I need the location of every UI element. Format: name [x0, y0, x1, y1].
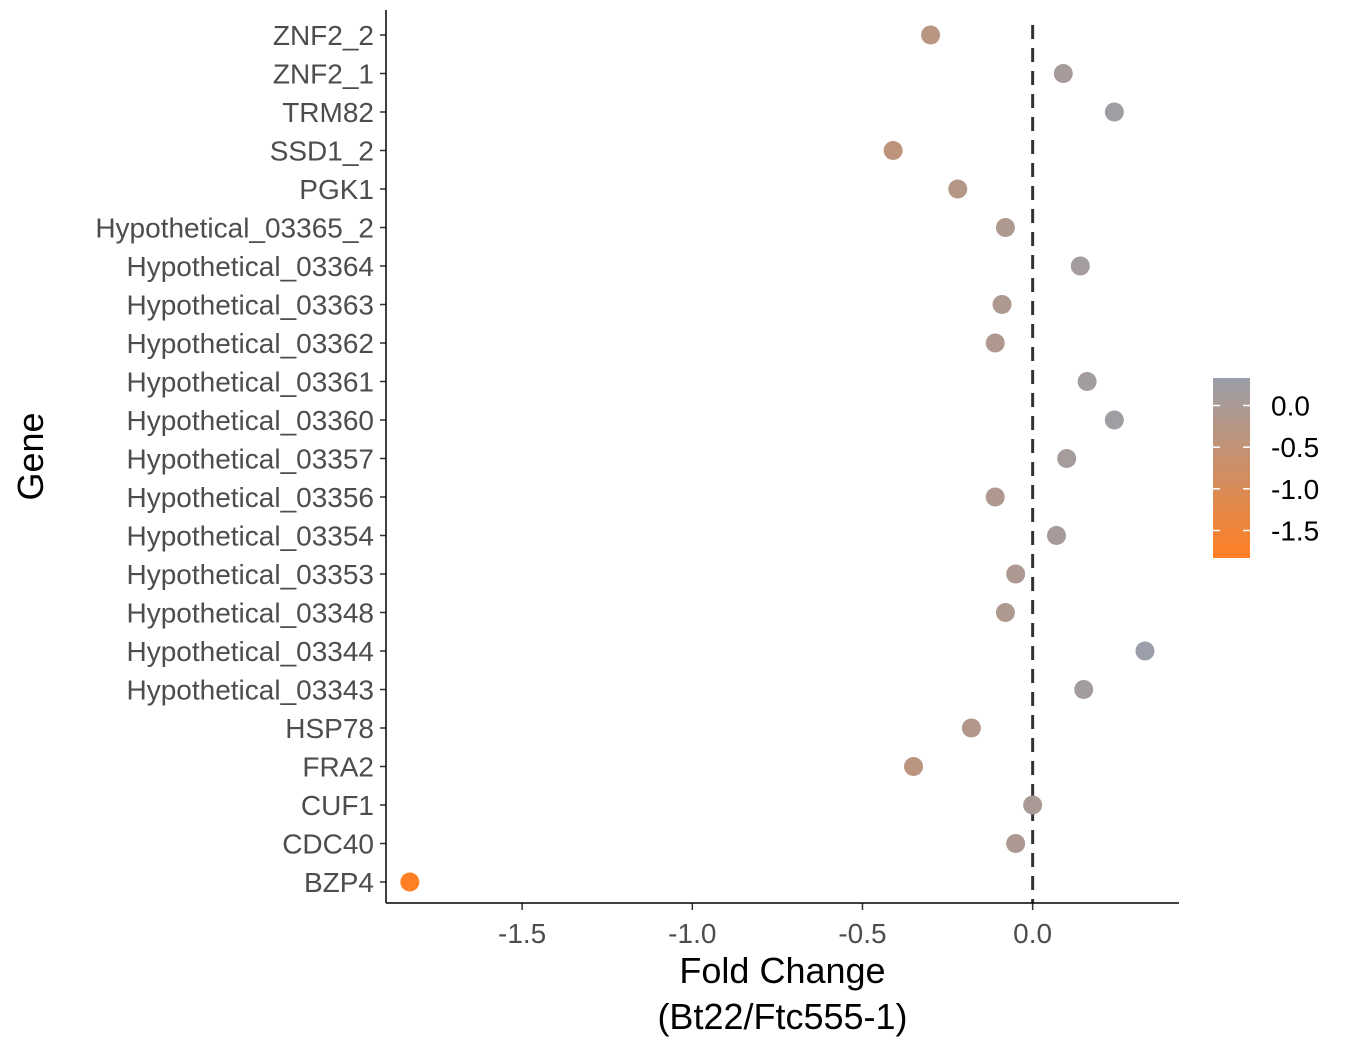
- legend-tick-label: -1.5: [1271, 516, 1319, 547]
- color-legend: 0.0 -0.5 -1.0 -1.5: [1213, 378, 1319, 558]
- y-tick-label: CUF1: [301, 790, 374, 821]
- y-tick-label: PGK1: [299, 174, 374, 205]
- y-tick-label: Hypothetical_03344: [126, 636, 374, 667]
- data-point: [1074, 680, 1094, 699]
- y-tick-label: ZNF2_2: [273, 20, 374, 51]
- data-point: [985, 333, 1005, 353]
- x-tick-label: -0.5: [838, 918, 886, 949]
- color-legend-bar: [1213, 378, 1250, 558]
- y-tick-label: Hypothetical_03365_2: [95, 213, 374, 244]
- data-points: [400, 25, 1155, 892]
- y-tick-label: Hypothetical_03356: [126, 482, 374, 513]
- y-tick-label: FRA2: [302, 752, 374, 783]
- data-point: [1070, 256, 1090, 276]
- y-tick-label: Hypothetical_03353: [126, 559, 374, 590]
- data-point: [904, 757, 924, 776]
- y-tick-label: ZNF2_1: [273, 59, 374, 90]
- x-tick-label: 0.0: [1013, 918, 1052, 949]
- y-tick-label: Hypothetical_03362: [126, 328, 374, 359]
- data-point: [961, 718, 981, 738]
- legend-tick-label: -0.5: [1271, 432, 1319, 463]
- data-point: [992, 295, 1012, 314]
- data-point: [985, 487, 1005, 507]
- y-tick-label: Hypothetical_03357: [126, 444, 374, 475]
- data-point: [1077, 372, 1097, 391]
- data-point: [1006, 834, 1026, 853]
- data-point: [1046, 526, 1066, 545]
- data-point: [1135, 641, 1155, 661]
- data-point: [400, 872, 420, 892]
- y-tick-label: Hypothetical_03360: [126, 405, 374, 436]
- data-point: [1057, 449, 1077, 468]
- x-tick-label: -1.0: [668, 918, 716, 949]
- legend-tick-label: 0.0: [1271, 391, 1310, 422]
- y-tick-label: Hypothetical_03363: [126, 290, 374, 321]
- data-point: [1104, 102, 1124, 122]
- data-point: [948, 179, 968, 199]
- data-point: [995, 218, 1015, 237]
- y-axis-title: Gene: [10, 412, 51, 500]
- y-tick-label: CDC40: [282, 829, 374, 860]
- data-point: [883, 141, 903, 160]
- y-tick-label: SSD1_2: [270, 136, 374, 167]
- data-point: [1006, 564, 1026, 584]
- color-legend-ticks: 0.0 -0.5 -1.0 -1.5: [1213, 391, 1319, 547]
- legend-tick-label: -1.0: [1271, 474, 1319, 505]
- y-tick-label: Hypothetical_03348: [126, 598, 374, 629]
- x-tick-label: -1.5: [498, 918, 546, 949]
- data-point: [1104, 410, 1124, 430]
- y-tick-label: Hypothetical_03354: [126, 521, 374, 552]
- y-tick-label: HSP78: [285, 713, 374, 744]
- x-ticks: -1.5 -1.0 -0.5 0.0: [498, 903, 1052, 949]
- data-point: [1023, 795, 1043, 815]
- y-tick-label: Hypothetical_03361: [126, 367, 374, 398]
- data-point: [921, 25, 941, 45]
- data-point: [1053, 64, 1073, 83]
- x-axis-title-line-1: Fold Change: [679, 950, 885, 991]
- data-point: [995, 603, 1015, 622]
- x-axis-title-line-2: (Bt22/Ftc555-1): [657, 996, 907, 1037]
- y-tick-label: Hypothetical_03343: [126, 675, 374, 706]
- y-tick-labels: ZNF2_2 ZNF2_1 TRM82 SSD1_2 PGK1 Hypothetical_…: [95, 20, 386, 898]
- y-tick-label: Hypothetical_03364: [126, 251, 374, 282]
- y-tick-label: BZP4: [304, 867, 374, 898]
- y-tick-label: TRM82: [282, 97, 374, 128]
